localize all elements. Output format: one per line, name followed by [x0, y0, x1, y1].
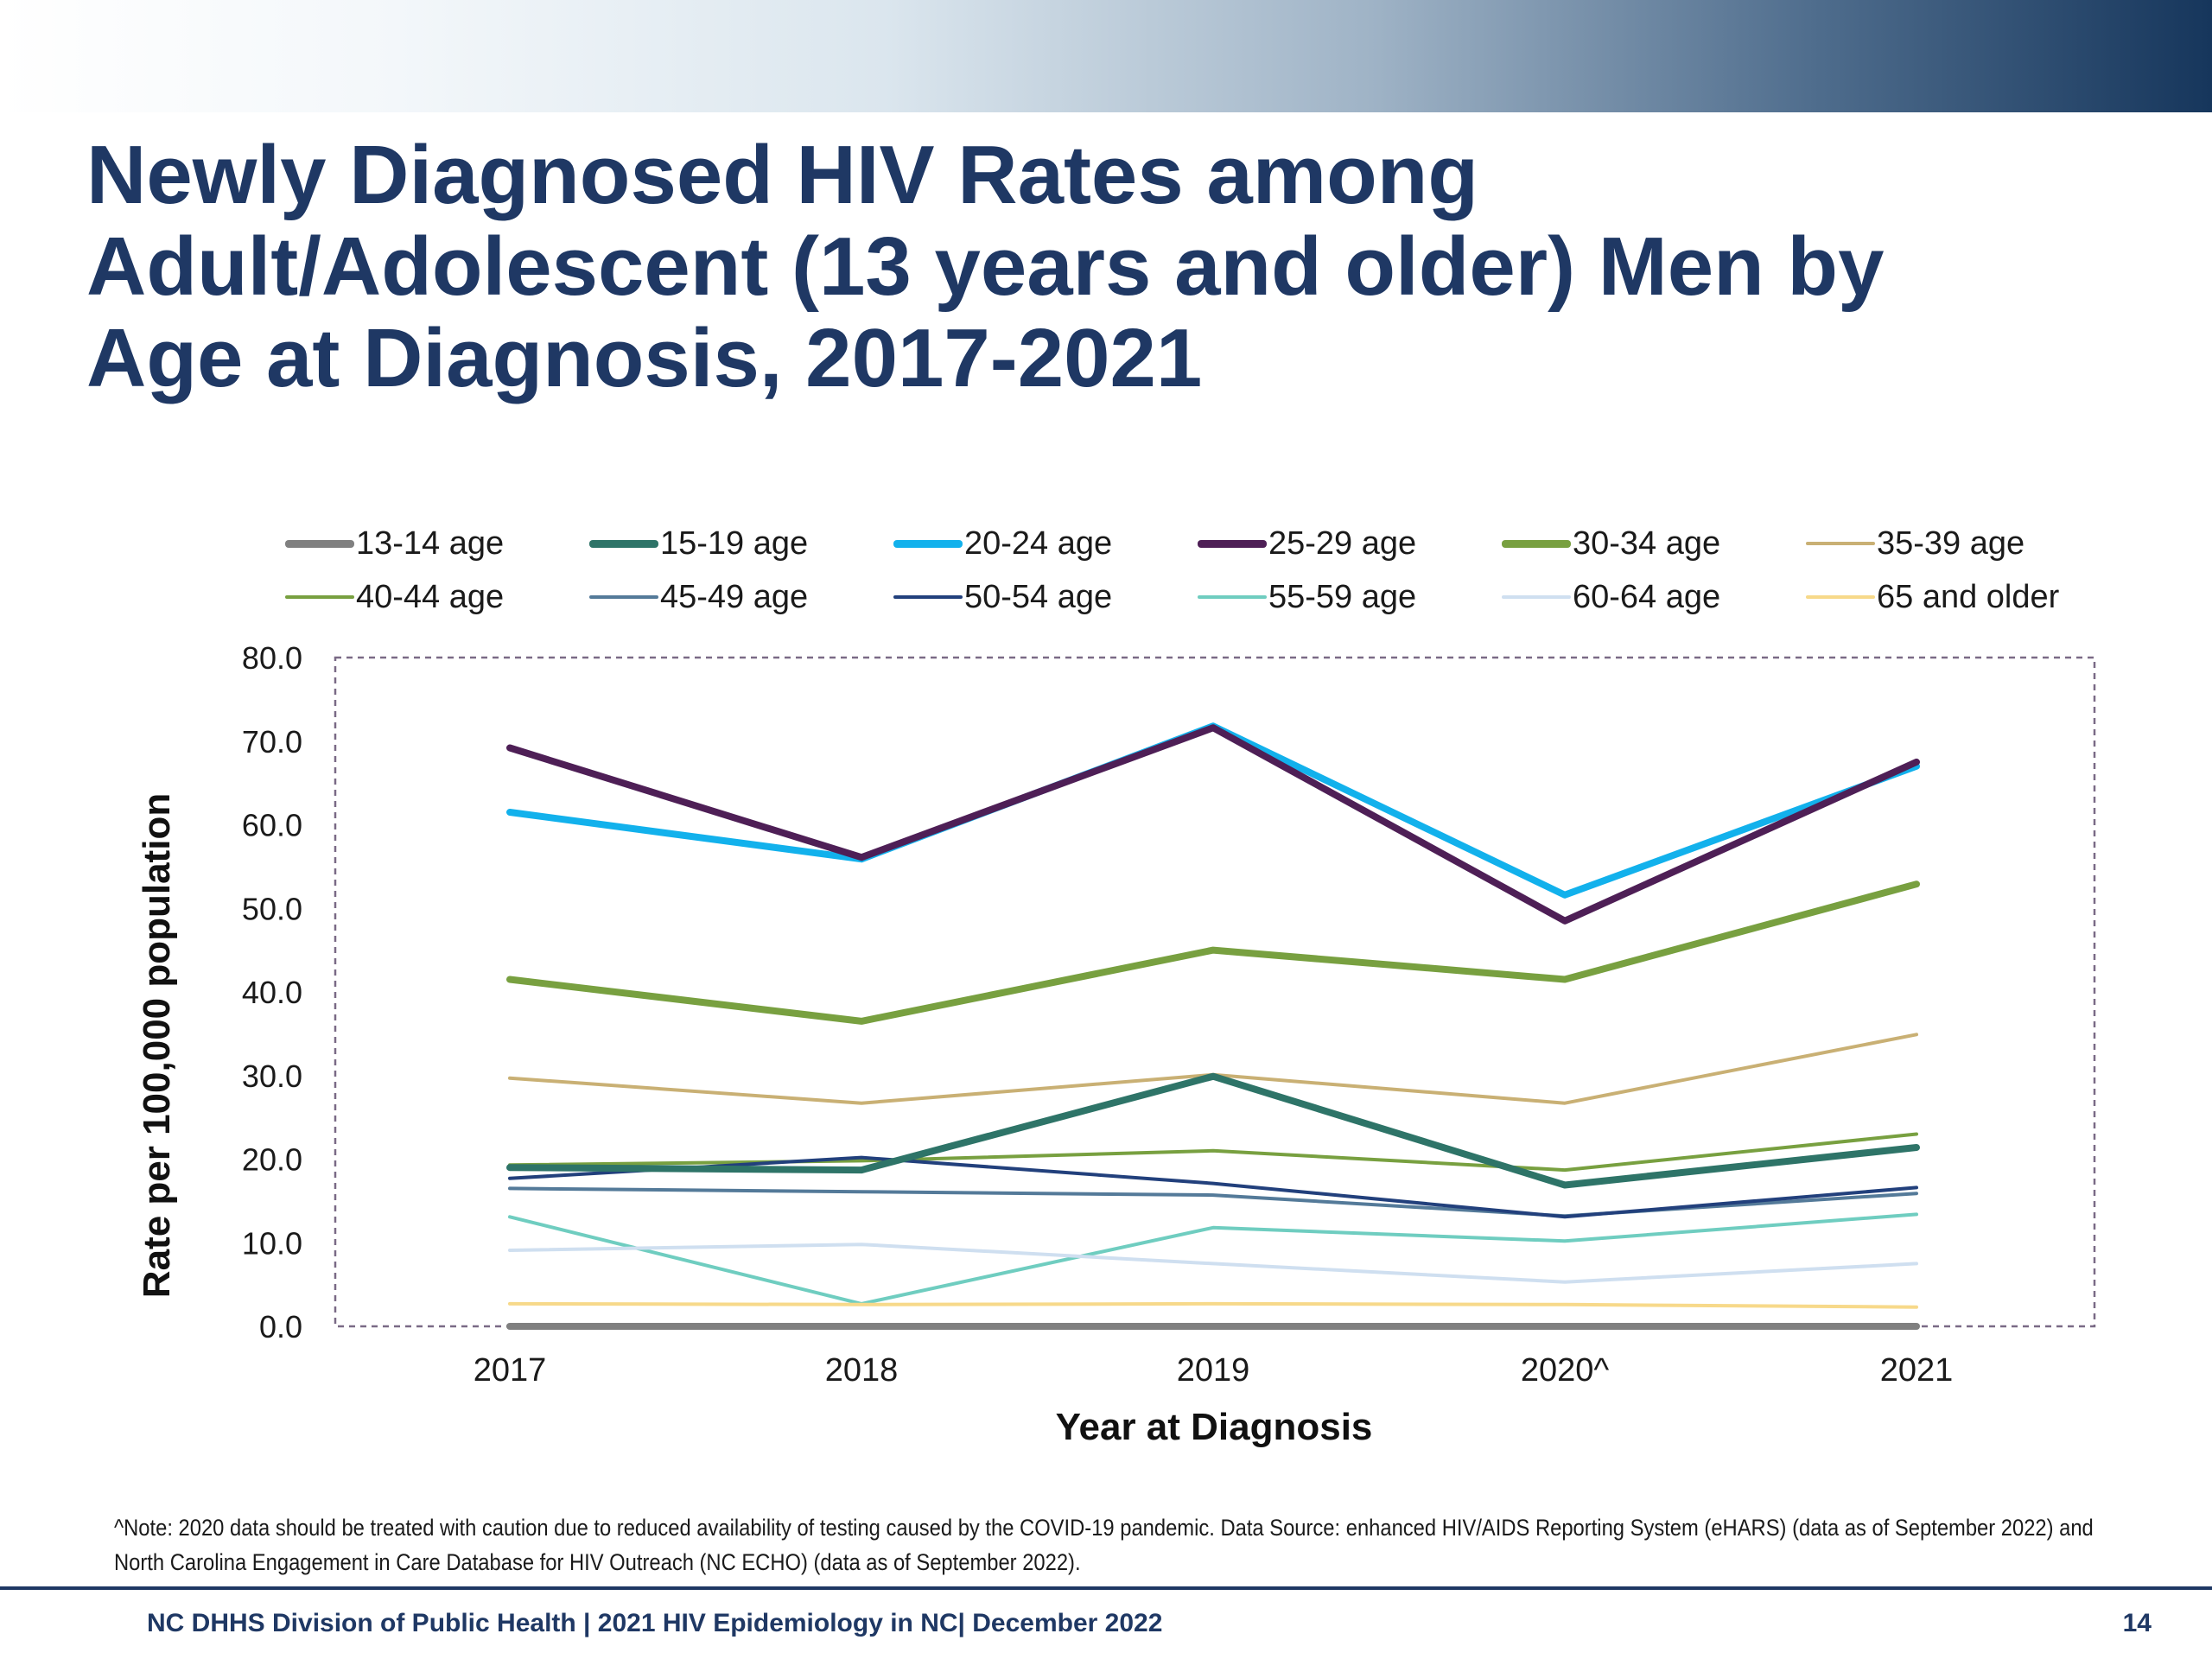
- legend-label: 35-39 age: [1877, 524, 2025, 562]
- y-tick-label: 10.0: [242, 1225, 302, 1261]
- y-tick-label: 50.0: [242, 891, 302, 926]
- legend-label: 45-49 age: [660, 578, 809, 615]
- footnote-text: ^Note: 2020 data should be treated with …: [114, 1515, 2094, 1575]
- y-tick-label: 40.0: [242, 975, 302, 1010]
- legend-swatch: [589, 595, 658, 599]
- legend-swatch: [893, 595, 963, 599]
- legend-item-55-59-age: 55-59 age: [1198, 570, 1502, 624]
- footer-text: NC DHHS Division of Public Health | 2021…: [147, 1609, 1163, 1637]
- legend-label: 25-29 age: [1268, 524, 1417, 562]
- slide-title: Newly Diagnosed HIV Rates among Adult/Ad…: [86, 129, 1885, 404]
- y-tick-label: 80.0: [242, 640, 302, 676]
- page-number: 14: [2122, 1609, 2152, 1637]
- legend-swatch: [1806, 595, 1875, 599]
- series-line-30-34-age: [506, 880, 1920, 1025]
- legend-swatch: [589, 539, 658, 548]
- series-line-50-54-age: [508, 1155, 1918, 1219]
- legend-label: 60-64 age: [1573, 578, 1721, 615]
- legend-item-15-19-age: 15-19 age: [589, 517, 893, 570]
- x-tick-label: 2018: [825, 1352, 899, 1389]
- legend-item-35-39-age: 35-39 age: [1806, 517, 2110, 570]
- legend-item-30-34-age: 30-34 age: [1502, 517, 1806, 570]
- x-tick-label: 2020^: [1521, 1352, 1610, 1389]
- x-tick-label: 2017: [474, 1352, 547, 1389]
- series-line-45-49-age: [508, 1186, 1918, 1218]
- x-tick-label: 2019: [1177, 1352, 1250, 1389]
- y-tick-label: 0.0: [259, 1309, 302, 1344]
- legend-label: 20-24 age: [964, 524, 1113, 562]
- legend-item-25-29-age: 25-29 age: [1198, 517, 1502, 570]
- legend-item-45-49-age: 45-49 age: [589, 570, 893, 624]
- y-tick-label: 70.0: [242, 724, 302, 760]
- legend-swatch: [1502, 595, 1571, 599]
- legend-item-40-44-age: 40-44 age: [285, 570, 589, 624]
- x-tick-label: 2021: [1880, 1352, 1954, 1389]
- legend-swatch: [285, 595, 354, 599]
- chart-legend: 13-14 age 15-19 age 20-24 age 25-29 age 30-3…: [285, 517, 2100, 624]
- legend-label: 30-34 age: [1573, 524, 1721, 562]
- legend-item-13-14-age: 13-14 age: [285, 517, 589, 570]
- series-line-60-64-age: [508, 1243, 1918, 1284]
- y-tick-label: 60.0: [242, 808, 302, 843]
- series-line-65-and-older: [508, 1301, 1918, 1309]
- series-line-55-59-age: [508, 1212, 1918, 1306]
- legend-swatch: [285, 539, 354, 548]
- legend-item-20-24-age: 20-24 age: [893, 517, 1198, 570]
- legend-item-65-and-older: 65 and older: [1806, 570, 2110, 624]
- footer-divider: [0, 1586, 2212, 1590]
- y-axis-title: Rate per 100,000 population: [136, 793, 178, 1298]
- y-tick-label: 20.0: [242, 1142, 302, 1178]
- legend-label: 40-44 age: [356, 578, 505, 615]
- series-line-25-29-age: [506, 724, 1920, 925]
- legend-swatch: [1502, 539, 1571, 548]
- header-gradient-band: [0, 0, 2212, 112]
- line-chart: 0.0 10.0 20.0 30.0 40.0 50.0 60.0 70.0 80.0 2017 2…: [136, 640, 2096, 1448]
- legend-item-60-64-age: 60-64 age: [1502, 570, 1806, 624]
- legend-label: 50-54 age: [964, 578, 1113, 615]
- x-axis-title: Year at Diagnosis: [1056, 1406, 1373, 1448]
- legend-swatch: [893, 539, 963, 548]
- legend-label: 15-19 age: [660, 524, 809, 562]
- series-line-35-39-age: [508, 1033, 1918, 1105]
- y-tick-label: 30.0: [242, 1058, 302, 1094]
- series-line-40-44-age: [508, 1132, 1918, 1173]
- legend-swatch: [1198, 595, 1267, 599]
- footnote: ^Note: 2020 data should be treated with …: [114, 1510, 2094, 1580]
- legend-swatch: [1198, 539, 1267, 548]
- series-line-15-19-age: [506, 1072, 1920, 1189]
- legend-item-50-54-age: 50-54 age: [893, 570, 1198, 624]
- legend-label: 65 and older: [1877, 578, 2060, 615]
- legend-label: 55-59 age: [1268, 578, 1417, 615]
- legend-swatch: [1806, 542, 1875, 545]
- legend-label: 13-14 age: [356, 524, 505, 562]
